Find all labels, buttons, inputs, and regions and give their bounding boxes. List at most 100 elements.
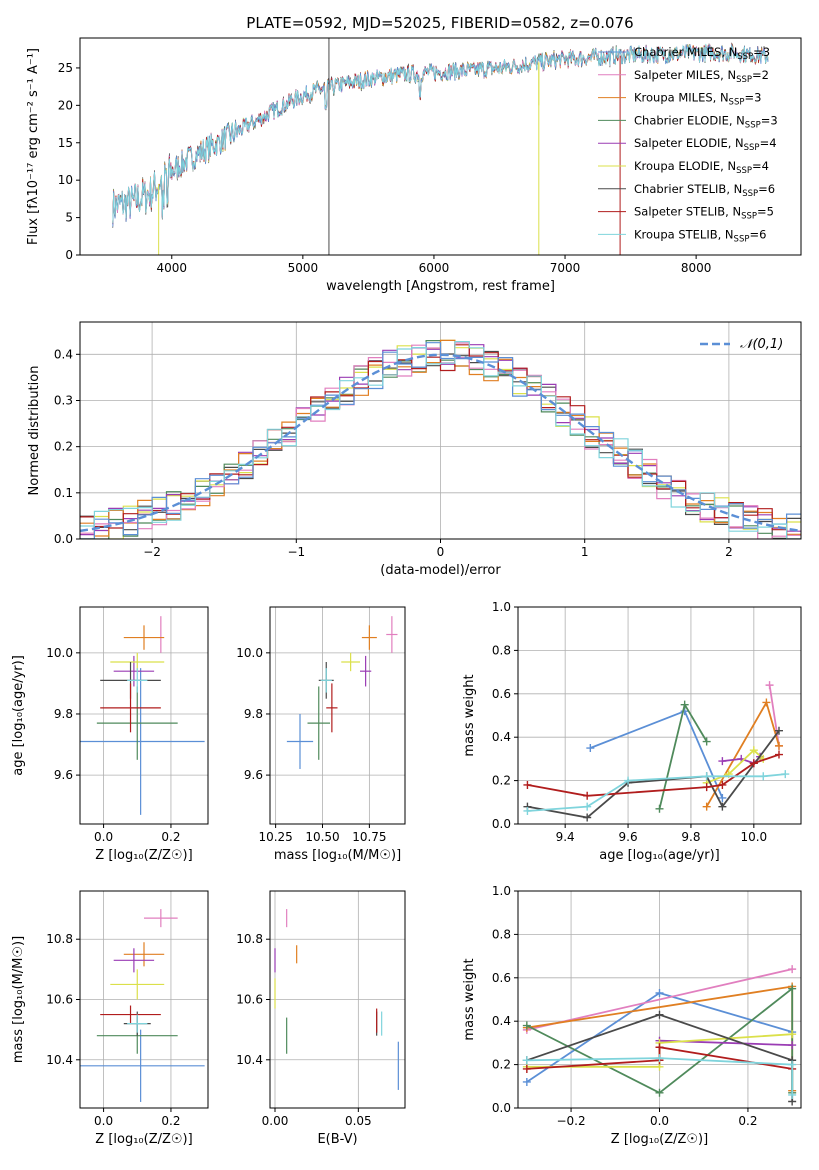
- y-tick-label: 9.6: [54, 768, 73, 782]
- age_vs_Z-frame: [79, 606, 209, 825]
- mass_vs_ebv-points: [274, 909, 399, 1090]
- weight-marker-chabrier_miles: [718, 793, 727, 802]
- weight_vs_Z-lines: [522, 965, 797, 1106]
- x-tick-label: 0.0: [94, 830, 113, 844]
- y-tick-label: 9.8: [54, 707, 73, 721]
- y-tick-label: 25: [58, 61, 73, 75]
- legend-label: Chabrier STELIB, NSSP=6: [634, 182, 775, 199]
- weight-marker-salpeter_stelib: [583, 791, 592, 800]
- x-tick-label: 1: [581, 545, 589, 559]
- y-tick-label: 10.4: [236, 1053, 263, 1067]
- y-tick-label: 0.6: [492, 971, 511, 985]
- weight-line-salpeter_stelib: [526, 1046, 793, 1070]
- legend-label: Salpeter MILES, NSSP=2: [634, 68, 769, 85]
- weight-marker-salpeter_elodie: [718, 757, 727, 766]
- y-tick-label: 0.4: [492, 730, 511, 744]
- weight-marker-kroupa_stelib: [781, 770, 790, 779]
- weight-marker-salpeter_stelib: [522, 1064, 531, 1073]
- weight-marker-kroupa_stelib: [583, 802, 592, 811]
- weight-marker-chabrier_stelib: [774, 726, 783, 735]
- y-tick-label: 0.8: [492, 643, 511, 657]
- weight-marker-chabrier_stelib: [583, 813, 592, 822]
- weight-line-kroupa_stelib: [526, 1057, 794, 1095]
- x-tick-label: 6000: [419, 261, 450, 275]
- y-tick-label: 0.6: [492, 687, 511, 701]
- legend-label: Salpeter STELIB, NSSP=5: [634, 205, 774, 222]
- age_vs_mass-points: [286, 616, 398, 769]
- weight-marker-salpeter_elodie: [788, 1041, 797, 1050]
- weight-line-kroupa_elodie: [706, 748, 764, 784]
- weight-marker-chabrier_elodie: [788, 984, 797, 993]
- weight-marker-kroupa_miles: [774, 741, 783, 750]
- weight-marker-chabrier_elodie: [655, 804, 664, 813]
- legend-label: Salpeter ELODIE, NSSP=4: [634, 136, 777, 153]
- spectrum-line-kroupa_stelib: [112, 43, 769, 224]
- weight-marker-chabrier_stelib: [718, 802, 727, 811]
- y-tick-label: 0.4: [492, 1014, 511, 1028]
- x-tick-label: 10.0: [740, 830, 767, 844]
- weight-line-kroupa_miles: [705, 700, 780, 808]
- age_vs_Z-axes: 0.0 0.2 9.6 9.8 10.0 Z [log₁₀(Z/Z☉)] age [log₁…: [11, 607, 208, 863]
- weight_vs_age-lines: [523, 681, 790, 822]
- weight-line-chabrier_elodie: [658, 702, 708, 810]
- mass_vs_ebv-axes: 0.00 0.05 10.4 10.6 10.8 E(B-V): [236, 891, 405, 1147]
- x-tick-label: 10.75: [352, 830, 386, 844]
- y-axis-label: age [log₁₀(age/yr)]: [11, 655, 26, 776]
- spectrum-axes: 4000 5000 6000 7000 8000 0 5 10 15 20 25 wavelength…: [26, 48, 711, 294]
- age_vs_mass-frame: [269, 606, 406, 825]
- y-tick-label: 0.3: [54, 393, 73, 407]
- y-tick-label: 0.0: [492, 817, 511, 831]
- spectrum-title: PLATE=0592, MJD=52025, FIBERID=0582, z=0…: [246, 14, 633, 32]
- age_vs_mass-axes: 10.25 10.50 10.75 9.6 9.8 10.0 mass [log₁₀(M/M…: [236, 607, 405, 863]
- y-tick-label: 0.0: [492, 1101, 511, 1115]
- weight_vs_age-axes: 9.4 9.6 9.8 10.0 0.0 0.2 0.4 0.6 0.8 1.0 age [log₁…: [462, 600, 801, 863]
- y-tick-label: 10.6: [46, 993, 73, 1007]
- residuals-frame: [79, 321, 802, 540]
- weight-marker-kroupa_miles: [702, 802, 711, 811]
- weight-marker-kroupa_stelib: [523, 806, 532, 815]
- weight-marker-kroupa_stelib: [624, 776, 633, 785]
- y-axis-label: mass weight: [462, 674, 477, 756]
- y-tick-label: 0.2: [492, 774, 511, 788]
- x-axis-label: Z [log₁₀(Z/Z☉)]: [611, 1132, 708, 1147]
- y-tick-label: 15: [58, 136, 73, 150]
- x-tick-label: 9.6: [619, 830, 638, 844]
- weight-marker-chabrier_elodie: [702, 737, 711, 746]
- x-tick-label: 0.2: [161, 830, 180, 844]
- weight-marker-chabrier_elodie: [522, 1021, 531, 1030]
- y-axis-label: Flux [fλ10⁻¹⁷ erg cm⁻² s⁻¹ A⁻¹]: [26, 48, 41, 245]
- legend-label: Kroupa ELODIE, NSSP=4: [634, 159, 769, 176]
- x-tick-label: 9.4: [556, 830, 575, 844]
- weight-line-chabrier_miles: [589, 710, 724, 799]
- weight-line-salpeter_miles: [768, 684, 780, 747]
- weight-line-salpeter_stelib: [527, 753, 780, 797]
- weight-marker-kroupa_miles: [762, 698, 771, 707]
- weight-marker-salpeter_stelib: [774, 750, 783, 759]
- x-tick-label: 0.2: [161, 1114, 180, 1128]
- normal-curve: [80, 353, 801, 533]
- x-tick-label: 7000: [550, 261, 581, 275]
- weight-marker-salpeter_miles: [765, 681, 774, 690]
- mass_vs_Z-frame: [79, 890, 209, 1109]
- weight-line-chabrier_stelib: [527, 730, 780, 819]
- weight-marker-kroupa_stelib: [522, 1056, 531, 1065]
- x-tick-label: 0.2: [738, 1114, 757, 1128]
- weight-marker-kroupa_stelib: [759, 772, 768, 781]
- weight-marker-salpeter_stelib: [655, 1043, 664, 1052]
- x-axis-label: wavelength [Angstrom, rest frame]: [326, 279, 555, 294]
- weight-marker-kroupa_stelib: [788, 1060, 797, 1069]
- weight-marker-kroupa_stelib: [788, 1090, 797, 1099]
- weight-marker-chabrier_elodie: [655, 1088, 664, 1097]
- weight-marker-kroupa_elodie: [749, 746, 758, 755]
- y-tick-label: 10.8: [236, 932, 263, 946]
- weight-marker-kroupa_stelib: [702, 772, 711, 781]
- y-tick-label: 0.8: [492, 927, 511, 941]
- spectrum-lines: [112, 38, 769, 255]
- y-tick-label: 10.8: [46, 932, 73, 946]
- x-tick-label: −1: [287, 545, 305, 559]
- legend-label: Chabrier MILES, NSSP=3: [634, 45, 770, 62]
- x-axis-label: mass [log₁₀(M/M☉)]: [274, 848, 401, 863]
- weight-marker-chabrier_miles: [522, 1077, 531, 1086]
- y-tick-label: 0.2: [54, 440, 73, 454]
- mass_vs_Z-axes: 0.0 0.2 10.4 10.6 10.8 Z [log₁₀(Z/Z☉)] mass [l…: [11, 891, 208, 1147]
